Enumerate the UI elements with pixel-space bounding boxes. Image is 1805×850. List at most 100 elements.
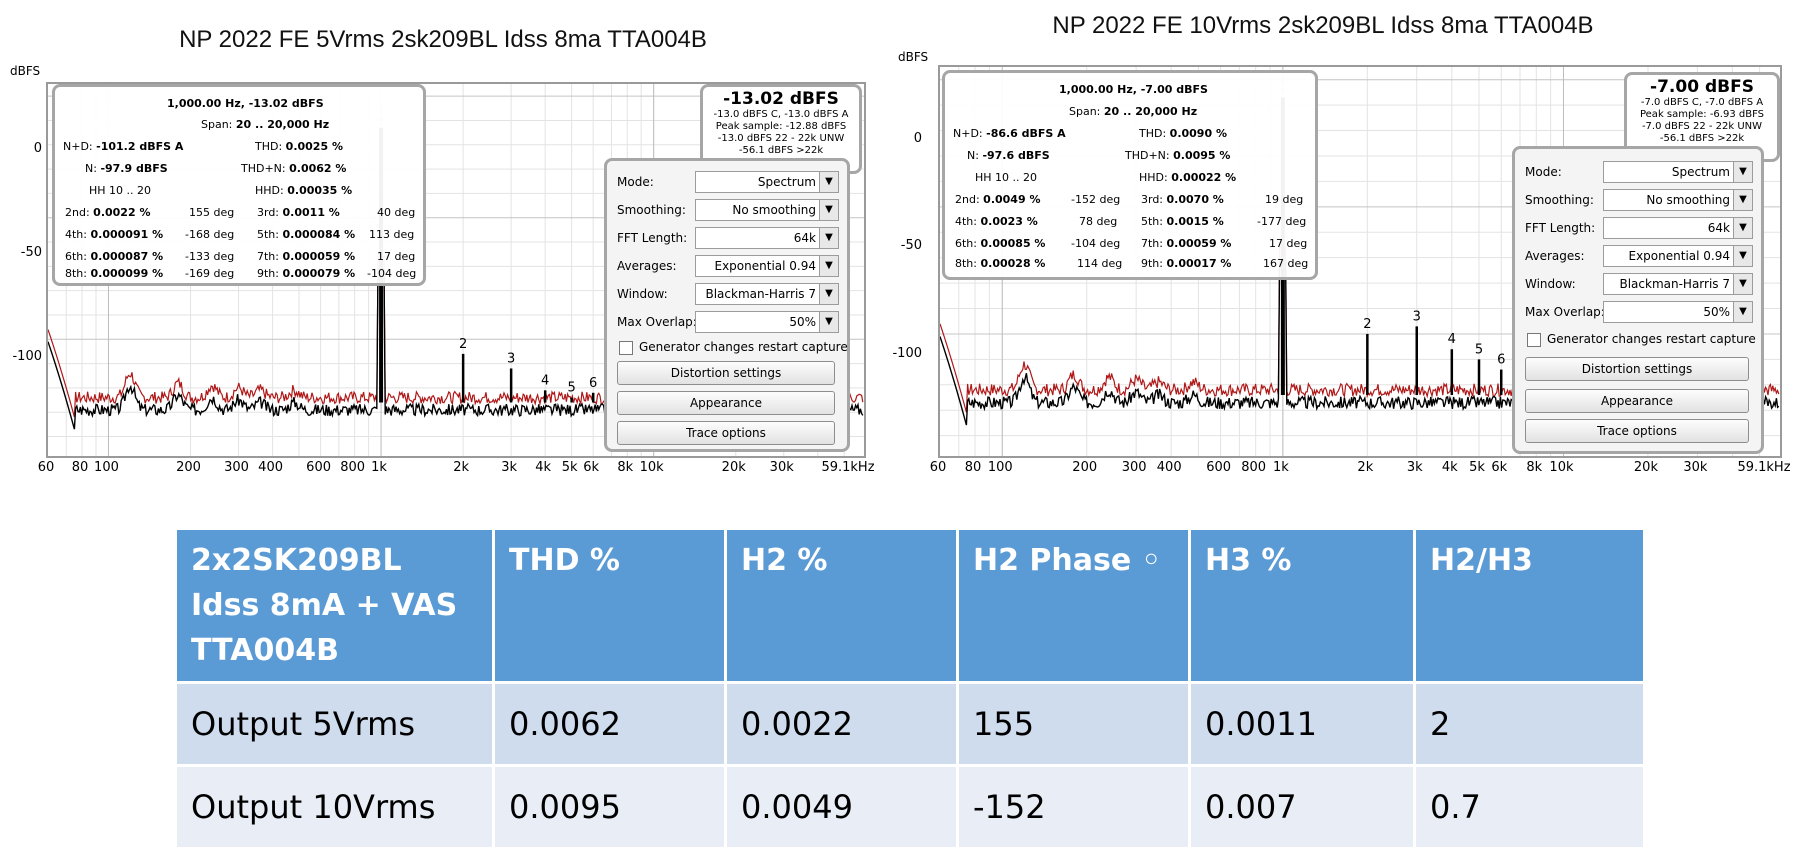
x-tick: 800 — [1241, 460, 1267, 475]
level-line: -56.1 dBFS >22k — [738, 145, 824, 156]
span-label: Span: — [201, 118, 233, 131]
distortion-settings-button[interactable]: Distortion settings — [1525, 357, 1749, 381]
chevron-down-icon[interactable]: ▼ — [1733, 246, 1752, 266]
harmonic-phase: -152 deg — [1071, 193, 1121, 206]
fft-length-label: FFT Length: — [1525, 221, 1596, 235]
appearance-button[interactable]: Appearance — [1525, 389, 1749, 413]
nd-label: N+D: — [953, 127, 983, 140]
harmonic-phase: 114 deg — [1077, 257, 1123, 270]
harmonic-marker: 2 — [1363, 317, 1371, 332]
chevron-down-icon[interactable]: ▼ — [819, 228, 838, 248]
chevron-down-icon[interactable]: ▼ — [1733, 302, 1752, 322]
h2-phase-cell: -152 — [956, 764, 1191, 850]
spectrum-panel-5vrms: NP 2022 FE 5Vrms 2sk209BL Idss 8ma TTA00… — [0, 0, 890, 480]
x-tick: 1k — [1272, 460, 1289, 475]
harmonic-value: 0.00085 % — [980, 237, 1046, 250]
chevron-down-icon[interactable]: ▼ — [819, 256, 838, 276]
mode-select[interactable]: Spectrum ▼ — [695, 171, 839, 193]
h3-cell: 0.007 — [1188, 764, 1416, 850]
thd-cell: 0.0062 — [492, 681, 727, 767]
max-overlap-row: Max Overlap: 50% ▼ — [617, 311, 839, 333]
chevron-down-icon[interactable]: ▼ — [1733, 218, 1752, 238]
averages-select[interactable]: Exponential 0.94 ▼ — [1603, 245, 1753, 267]
x-tick: 800 — [340, 460, 366, 475]
window-select[interactable]: Blackman-Harris 7 ▼ — [695, 283, 839, 305]
harmonic-phase: -177 deg — [1257, 215, 1307, 228]
harmonic-phase: 17 deg — [1269, 237, 1308, 250]
info-header: 1,000.00 Hz, -13.02 dBFS — [167, 97, 324, 110]
n-value: -97.6 dBFS — [982, 149, 1050, 162]
chevron-down-icon[interactable]: ▼ — [819, 312, 838, 332]
harmonic-value: 0.000079 % — [282, 267, 356, 280]
harmonic-label: 9th: — [257, 267, 279, 280]
fft-length-select[interactable]: 64k ▼ — [695, 227, 839, 249]
x-tick: 8k — [617, 460, 634, 475]
x-tick: 100 — [987, 460, 1013, 475]
fft-length-label: FFT Length: — [617, 231, 688, 245]
x-tick: 300 — [1121, 460, 1147, 475]
x-tick: 20k — [1633, 460, 1658, 475]
y-tick: -100 — [892, 346, 922, 361]
level-value: -7.00 dBFS — [1650, 77, 1754, 97]
harmonic-label: 3rd: — [1141, 193, 1164, 206]
level-value: -13.02 dBFS — [723, 89, 839, 109]
h2-cell: 0.0022 — [724, 681, 959, 767]
y-tick: 0 — [33, 141, 42, 156]
checkbox-box[interactable] — [619, 341, 633, 355]
smoothing-label: Smoothing: — [1525, 193, 1594, 207]
harmonic-label: 6th: — [65, 250, 87, 263]
smoothing-select[interactable]: No smoothing ▼ — [695, 199, 839, 221]
harmonic-value: 0.0011 % — [282, 206, 340, 219]
chevron-down-icon[interactable]: ▼ — [819, 284, 838, 304]
trace-options-button[interactable]: Trace options — [617, 421, 835, 445]
thdn-value: 0.0095 % — [1173, 149, 1231, 162]
chevron-down-icon[interactable]: ▼ — [1733, 274, 1752, 294]
x-tick: 200 — [176, 460, 201, 475]
max-overlap-select[interactable]: 50% ▼ — [1603, 301, 1753, 323]
hh-label: HH 10 .. 20 — [975, 171, 1038, 184]
harmonic-value: 0.000091 % — [90, 228, 164, 241]
averages-row: Averages: Exponential 0.94 ▼ — [1525, 245, 1753, 267]
smoothing-select[interactable]: No smoothing ▼ — [1603, 189, 1753, 211]
harmonic-phase: 40 deg — [377, 206, 416, 219]
level-line: -13.0 dBFS 22 - 22k UNW — [717, 133, 845, 144]
level-line: Peak sample: -12.88 dBFS — [715, 121, 847, 132]
harmonic-label: 2nd: — [65, 206, 90, 219]
nd-value: -101.2 dBFS A — [96, 140, 184, 153]
harmonic-value: 0.00028 % — [980, 257, 1046, 270]
fft-length-select[interactable]: 64k ▼ — [1603, 217, 1753, 239]
window-label: Window: — [617, 287, 668, 301]
averages-select[interactable]: Exponential 0.94 ▼ — [695, 255, 839, 277]
checkbox-label: Generator changes restart capture — [1547, 332, 1756, 346]
x-tick: 20k — [721, 460, 746, 475]
checkbox-box[interactable] — [1527, 333, 1541, 347]
chevron-down-icon[interactable]: ▼ — [1733, 162, 1752, 182]
appearance-button[interactable]: Appearance — [617, 391, 835, 415]
mode-row: Mode: Spectrum ▼ — [617, 171, 839, 193]
n-value: -97.9 dBFS — [100, 162, 168, 175]
x-tick: 4k — [535, 460, 552, 475]
trace-options-button[interactable]: Trace options — [1525, 419, 1749, 443]
chevron-down-icon[interactable]: ▼ — [819, 200, 838, 220]
harmonic-phase: -169 deg — [185, 267, 235, 280]
chevron-down-icon[interactable]: ▼ — [1733, 190, 1752, 210]
distortion-settings-button[interactable]: Distortion settings — [617, 361, 835, 385]
chevron-down-icon[interactable]: ▼ — [819, 172, 838, 192]
select-value: No smoothing — [732, 203, 816, 217]
n-label: N: — [85, 162, 97, 175]
x-tick: 5k — [561, 460, 578, 475]
harmonic-label: 5th: — [1141, 215, 1163, 228]
max-overlap-label: Max Overlap: — [1525, 305, 1605, 319]
select-value: Spectrum — [757, 175, 816, 189]
harmonic-value: 0.0023 % — [980, 215, 1038, 228]
thd-label: THD: — [255, 140, 283, 153]
harmonic-value: 0.0022 % — [93, 206, 151, 219]
harmonic-label: 4th: — [65, 228, 87, 241]
thdn-label: THD+N: — [241, 162, 286, 175]
max-overlap-select[interactable]: 50% ▼ — [695, 311, 839, 333]
select-value: Spectrum — [1671, 165, 1730, 179]
x-tick: 3k — [501, 460, 518, 475]
window-select[interactable]: Blackman-Harris 7 ▼ — [1603, 273, 1753, 295]
mode-select[interactable]: Spectrum ▼ — [1603, 161, 1753, 183]
level-line: -7.0 dBFS 22 - 22k UNW — [1641, 121, 1763, 132]
